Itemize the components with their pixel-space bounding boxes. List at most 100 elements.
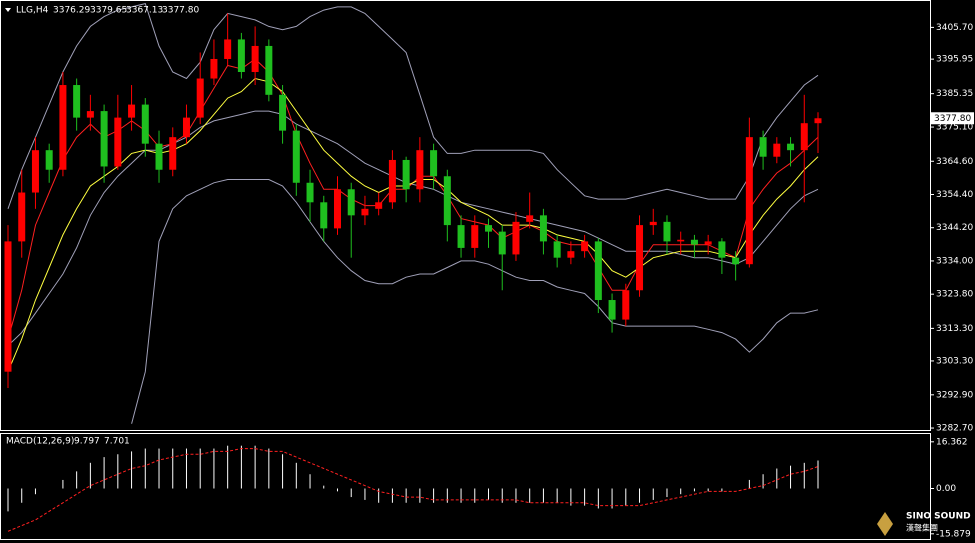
candle-body [443, 176, 451, 226]
signal-value: 7.701 [104, 437, 130, 447]
candle-body [498, 231, 506, 255]
candle-body [759, 137, 767, 157]
candle-body [663, 221, 671, 242]
candle-body [182, 117, 190, 138]
candle-body [567, 251, 575, 258]
y-tick-label: 3334.00 [936, 256, 973, 266]
candle-body [471, 225, 479, 248]
y-tick-label: 3282.70 [936, 424, 973, 434]
candle-body [553, 241, 561, 258]
candle-body [251, 45, 259, 73]
candle-body [86, 111, 94, 118]
candle-body [594, 241, 602, 301]
candle-body [416, 150, 424, 190]
candle-body [636, 225, 644, 291]
logo [877, 512, 893, 536]
macd-header: MACD(12,26,9) 9.797 7.701 [6, 437, 130, 447]
price-panel-frame [0, 0, 931, 431]
y-tick-label: 3344.20 [936, 223, 973, 233]
y-tick-label: -15.879 [936, 529, 971, 539]
symbol-title: LLG,H4 [16, 6, 49, 16]
y-tick-label: 16.362 [936, 437, 968, 447]
candle-body [169, 137, 177, 170]
candle-body [265, 45, 273, 95]
macd-title: MACD(12,26,9) [6, 437, 74, 447]
candle-body [773, 143, 781, 157]
candle-body [677, 239, 685, 242]
candle-body [457, 225, 465, 248]
plot-layer: 3405.70 3395.95 3385.35 3375.10 3364.60 3354.… [4, 3, 974, 539]
header-low: 3367.13 [126, 6, 163, 16]
candle-body [196, 78, 204, 118]
macd-panel-frame [0, 433, 931, 540]
candle-body [18, 192, 26, 242]
candle-body [800, 123, 808, 151]
candle-body [333, 189, 341, 229]
watermark-brand: SINO SOUND [906, 512, 971, 522]
y-tick-label: 3405.70 [936, 23, 973, 33]
price-tag [931, 112, 974, 125]
header-close: 3377.80 [162, 6, 199, 16]
y-tick-label: 3375.10 [936, 123, 973, 133]
header-open: 3376.29 [53, 6, 90, 16]
y-tick-label: 3364.60 [936, 157, 973, 167]
indicator-line [7, 77, 819, 372]
candle-body [210, 58, 218, 79]
candle-body [237, 39, 245, 73]
candle-body [814, 118, 822, 124]
y-tick-label: 3303.30 [936, 356, 973, 366]
candle-body [649, 221, 657, 226]
candle-body [430, 150, 438, 177]
y-tick-label: 3354.40 [936, 190, 973, 200]
candle-body [59, 85, 67, 170]
candle-body [292, 130, 300, 183]
candle-body [155, 143, 163, 170]
y-tick-label: 3313.30 [936, 324, 973, 334]
candle-body [45, 150, 53, 170]
candle-body [485, 225, 493, 232]
candle-body [718, 241, 726, 258]
candle-body [114, 117, 122, 167]
candle-body [526, 215, 534, 222]
candle-body [320, 202, 328, 229]
candle-body [128, 104, 136, 118]
indicator-line [7, 110, 819, 346]
candle-body [306, 182, 314, 203]
y-tick-label: 0.00 [936, 484, 956, 494]
y-tick-label: 3395.95 [936, 55, 973, 65]
macd-value: 9.797 [74, 437, 100, 447]
candle-body [402, 159, 410, 190]
candle-body [361, 208, 369, 216]
y-tick-label: 3292.90 [936, 390, 973, 400]
candle-body [100, 111, 108, 167]
menu-arrow[interactable] [5, 8, 11, 12]
y-tick-label: 3323.80 [936, 290, 973, 300]
indicator-line [131, 179, 819, 424]
candle-body [279, 94, 287, 131]
candle-body [73, 85, 81, 118]
price-tag-label: 3377.80 [934, 114, 971, 124]
candle-body [732, 257, 740, 265]
candle-body [31, 150, 39, 193]
y-tick-label: 3385.35 [936, 89, 973, 99]
candle-body [622, 290, 630, 320]
candle-body [745, 137, 753, 265]
header: LLG,H4 3376.29 3379.65 3367.13 3377.80 [5, 6, 199, 16]
candle-body [787, 143, 795, 151]
candle-body [347, 189, 355, 216]
candle-body [388, 159, 396, 203]
watermark-subtitle: 漢聲集團 [906, 523, 938, 533]
candle-body [581, 241, 589, 252]
candle-body [690, 239, 698, 245]
indicator-line [7, 3, 819, 209]
candle-body [608, 300, 616, 320]
candle-body [704, 241, 712, 245]
candle-body [224, 39, 232, 59]
candle-body [512, 221, 520, 255]
header-high: 3379.65 [90, 6, 127, 16]
signal-line [7, 448, 819, 532]
candle-body [141, 104, 149, 144]
